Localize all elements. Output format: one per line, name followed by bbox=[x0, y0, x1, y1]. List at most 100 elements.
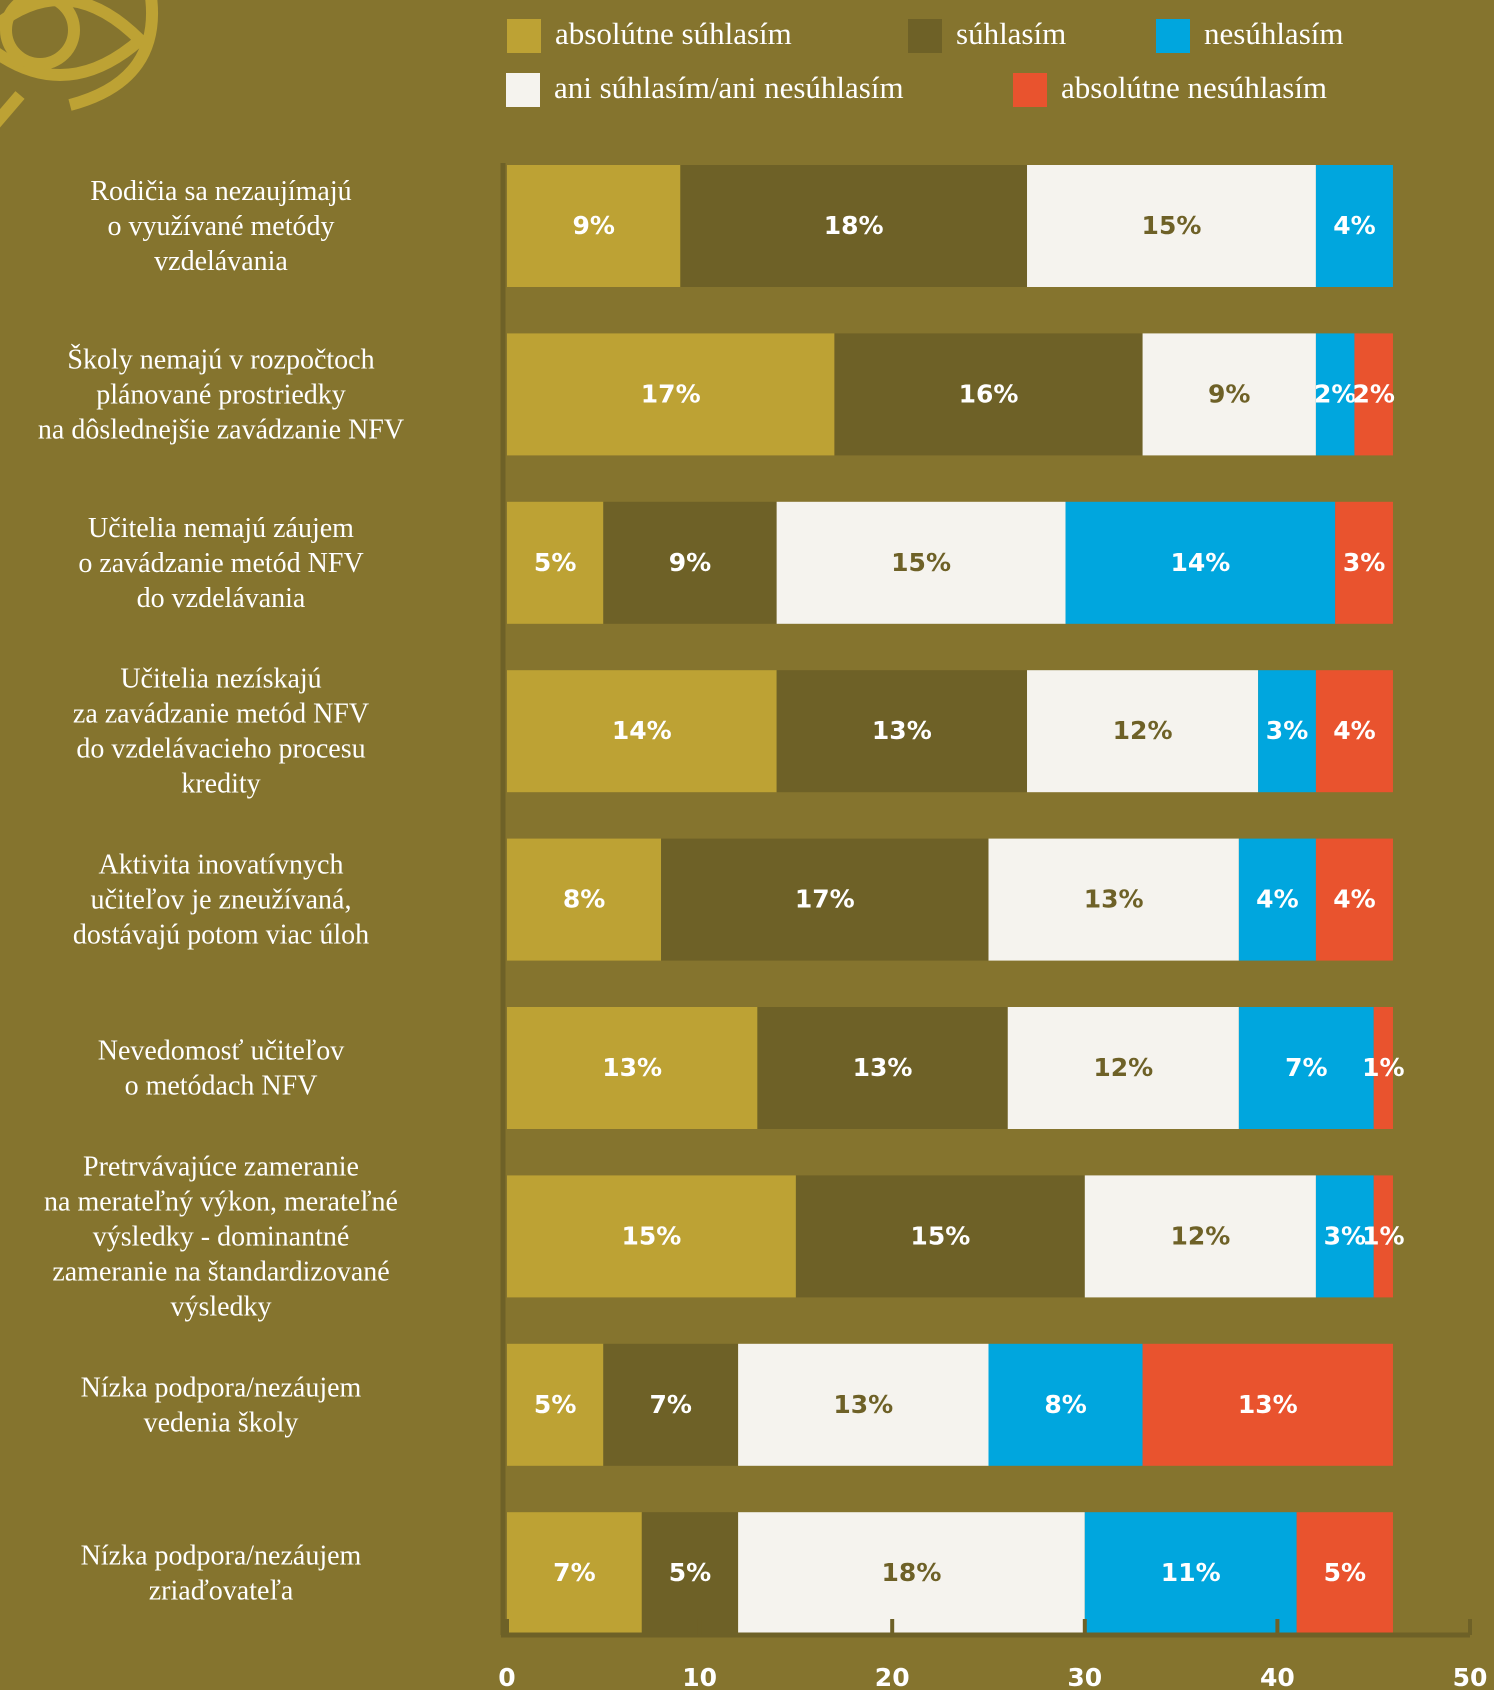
value-label: 13% bbox=[602, 1053, 662, 1082]
bar-segment bbox=[988, 1343, 1143, 1466]
x-tick-label: 10 bbox=[682, 1663, 717, 1690]
x-tick-label: 40 bbox=[1260, 1663, 1295, 1690]
bar-segment bbox=[1027, 670, 1259, 793]
value-label: 2% bbox=[1314, 379, 1356, 408]
category-line: učiteľov je zneužívaná, bbox=[91, 885, 352, 916]
value-label: 12% bbox=[1113, 716, 1173, 745]
category-label: Učitelia nezískajú za zavádzanie metód NF… bbox=[73, 664, 369, 800]
value-label: 7% bbox=[553, 1558, 595, 1587]
value-label: 13% bbox=[1084, 885, 1144, 914]
value-label: 13% bbox=[1238, 1390, 1298, 1419]
value-label: 3% bbox=[1266, 716, 1308, 745]
x-tick-label: 30 bbox=[1067, 1663, 1102, 1690]
value-label: 15% bbox=[622, 1221, 682, 1250]
category-line: zameranie na štandardizované bbox=[52, 1256, 389, 1287]
category-label: Školy nemajú v rozpočtoch plánované prost… bbox=[38, 344, 404, 445]
value-label: 9% bbox=[1208, 379, 1250, 408]
category-line: výsledky bbox=[170, 1291, 271, 1322]
category-line: Školy nemajú v rozpočtoch bbox=[67, 344, 374, 375]
value-label: 17% bbox=[641, 379, 701, 408]
bar-segment bbox=[1142, 333, 1316, 456]
bar-segment bbox=[1007, 1007, 1239, 1129]
category-line: Aktivita inovatívnych bbox=[99, 850, 344, 881]
bar-segment bbox=[603, 1343, 739, 1466]
legend-swatch bbox=[506, 73, 540, 107]
category-line: Nízka podpora/nezáujem bbox=[81, 1541, 362, 1572]
value-label: 4% bbox=[1333, 885, 1375, 914]
category-label: Rodičia sa nezaujímajú o využívané metódy… bbox=[90, 176, 351, 277]
category-line: Nevedomosť učiteľov bbox=[98, 1036, 345, 1067]
category-line: o využívané metódy bbox=[107, 211, 334, 242]
bar-segment bbox=[1258, 670, 1316, 793]
bar-segment bbox=[738, 1343, 989, 1466]
legend-label: absolútne súhlasím bbox=[555, 16, 792, 51]
legend-swatch bbox=[507, 19, 541, 53]
bar-segment bbox=[1142, 1343, 1393, 1466]
category-label: Pretrvávajúce zameranie na merateľný výko… bbox=[44, 1151, 398, 1322]
value-label: 9% bbox=[669, 548, 711, 577]
value-label: 3% bbox=[1324, 1221, 1366, 1250]
bar-segment bbox=[507, 1007, 758, 1129]
bar-segment bbox=[680, 165, 1028, 287]
category-line: výsledky - dominantné bbox=[93, 1221, 350, 1252]
value-label: 12% bbox=[1170, 1221, 1230, 1250]
value-label: 15% bbox=[910, 1221, 970, 1250]
value-label: 13% bbox=[833, 1390, 893, 1419]
bar-segment bbox=[1373, 1175, 1393, 1298]
bar-segment bbox=[1373, 1007, 1393, 1129]
bar-segment bbox=[1354, 333, 1393, 456]
bar-segment bbox=[1084, 1175, 1316, 1298]
value-label: 5% bbox=[534, 548, 576, 577]
category-line: Pretrvávajúce zameranie bbox=[83, 1151, 359, 1182]
category-label: Nevedomosť učiteľov o metódach NFV bbox=[98, 1036, 345, 1102]
value-label: 15% bbox=[1142, 211, 1202, 240]
category-label: Nízka podpora/nezáujem vedenia školy bbox=[81, 1372, 362, 1438]
value-label: 14% bbox=[1170, 548, 1230, 577]
bar-segment bbox=[507, 501, 604, 624]
category-line: vzdelávania bbox=[154, 246, 288, 277]
value-label: 1% bbox=[1362, 1053, 1404, 1082]
value-label: 14% bbox=[612, 716, 672, 745]
value-label: 8% bbox=[563, 885, 605, 914]
legend-label: absolútne nesúhlasím bbox=[1061, 70, 1327, 105]
value-label: 18% bbox=[882, 1558, 942, 1587]
value-label: 5% bbox=[534, 1390, 576, 1419]
category-line: Učitelia nezískajú bbox=[120, 664, 321, 695]
bar-segment bbox=[507, 165, 681, 287]
value-label: 5% bbox=[1324, 1558, 1366, 1587]
category-label: Učitelia nemajú záujem o zavádzanie metód… bbox=[78, 513, 363, 614]
value-label: 15% bbox=[891, 548, 951, 577]
x-tick-label: 0 bbox=[498, 1663, 515, 1690]
bar-segment bbox=[988, 838, 1239, 961]
value-label: 9% bbox=[572, 211, 614, 240]
category-line: o metódach NFV bbox=[125, 1071, 318, 1102]
value-label: 11% bbox=[1161, 1558, 1221, 1587]
category-line: do vzdelávacieho procesu bbox=[76, 734, 365, 765]
bar-segment bbox=[507, 333, 835, 456]
value-label: 16% bbox=[959, 379, 1019, 408]
bar-segment bbox=[1238, 1007, 1374, 1129]
category-line: za zavádzanie metód NFV bbox=[73, 699, 369, 730]
x-tick-label: 50 bbox=[1453, 1663, 1488, 1690]
value-label: 17% bbox=[795, 885, 855, 914]
bar-segment bbox=[795, 1175, 1085, 1298]
bar-segment bbox=[1296, 1512, 1393, 1635]
value-label: 13% bbox=[853, 1053, 913, 1082]
bar-segment bbox=[507, 1175, 796, 1298]
category-line: na merateľný výkon, merateľné bbox=[44, 1186, 398, 1217]
bar-segment bbox=[1027, 165, 1316, 287]
value-label: 3% bbox=[1343, 548, 1385, 577]
bar-segment bbox=[603, 501, 777, 624]
legend-swatch bbox=[908, 19, 942, 53]
category-line: Nízka podpora/nezáujem bbox=[81, 1372, 362, 1403]
bar-segment bbox=[1315, 333, 1355, 456]
value-label: 5% bbox=[669, 1558, 711, 1587]
bar-segment bbox=[757, 1007, 1008, 1129]
bar-segment bbox=[738, 1512, 1085, 1635]
category-line: plánované prostriedky bbox=[96, 379, 346, 410]
logo bbox=[0, 0, 159, 128]
bar-segment bbox=[507, 838, 662, 961]
value-label: 4% bbox=[1333, 716, 1375, 745]
bar-segment bbox=[641, 1512, 739, 1635]
